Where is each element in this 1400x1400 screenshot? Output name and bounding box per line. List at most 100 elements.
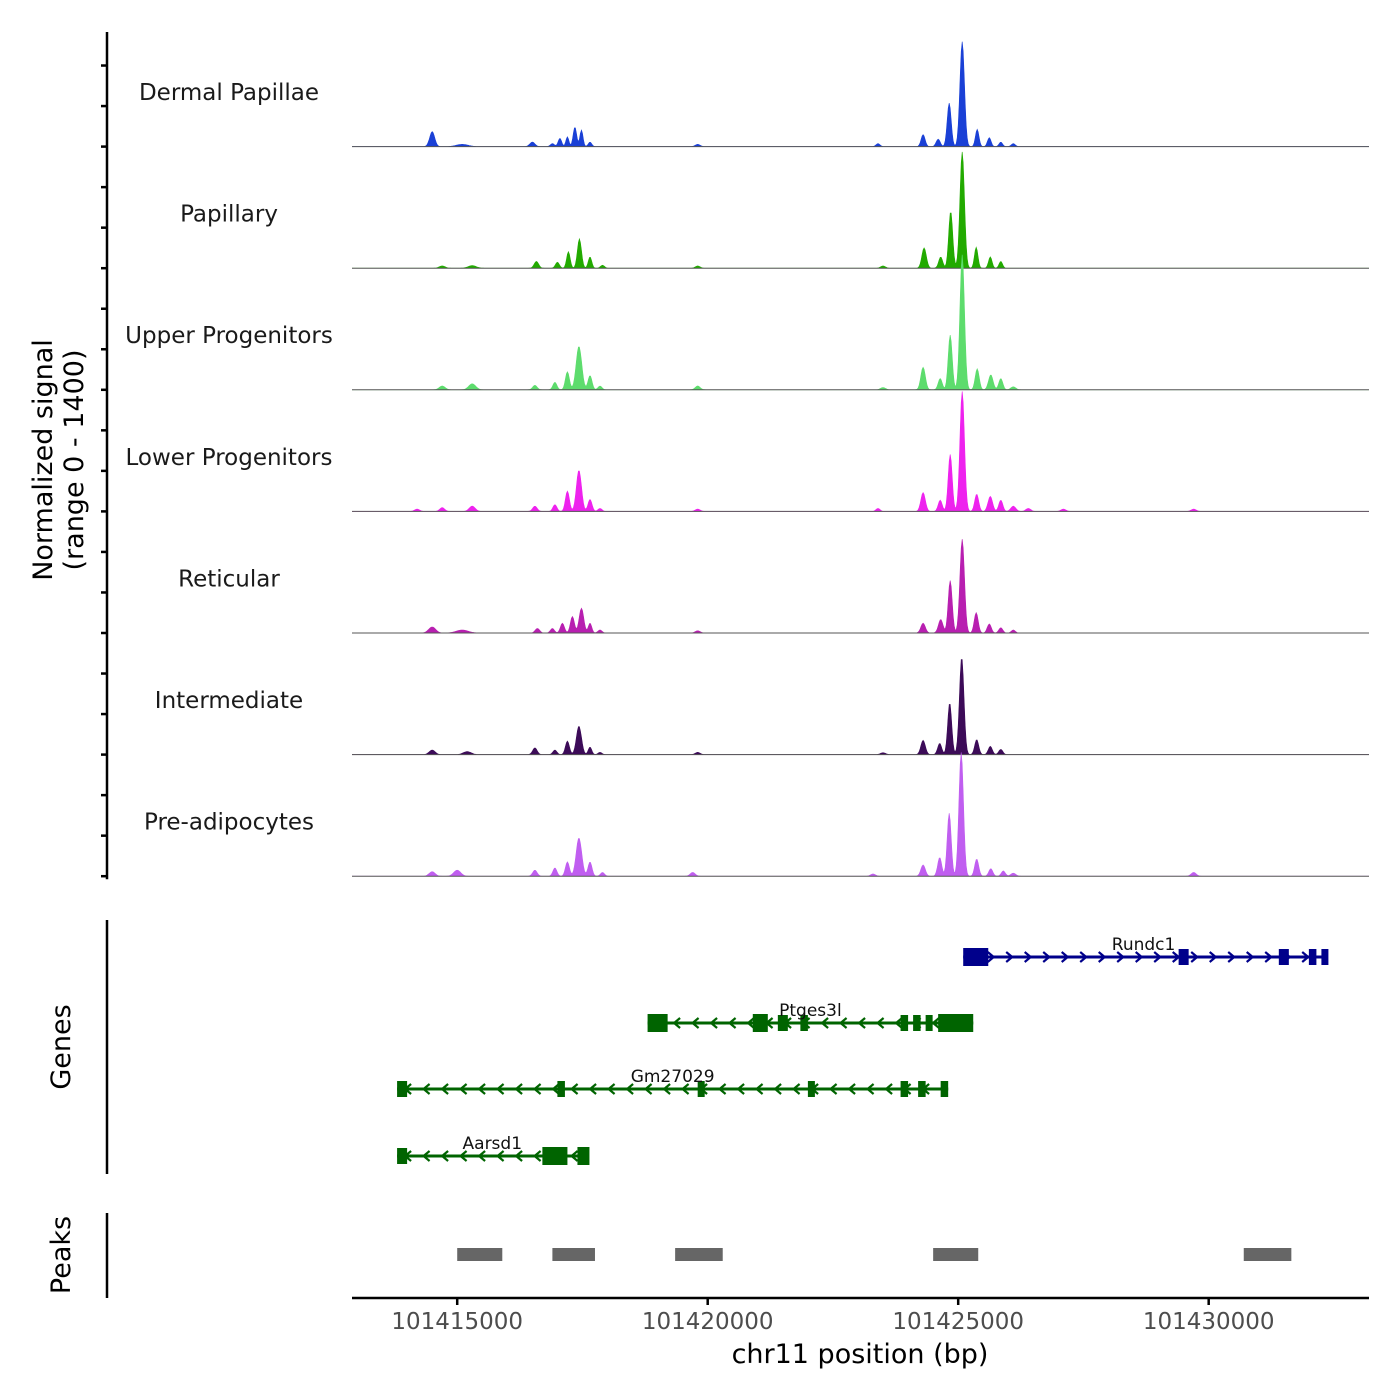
signal-area-pre-adipocytes <box>352 752 1369 877</box>
strand-chevron <box>1023 951 1033 963</box>
gene-label: Aarsd1 <box>463 1134 523 1154</box>
strand-chevron <box>884 1083 893 1095</box>
peak-region <box>457 1248 503 1261</box>
gene-exon <box>1178 949 1189 965</box>
strand-chevron <box>717 1083 727 1095</box>
strand-chevron <box>532 1083 542 1095</box>
signal-area-lower-progenitors <box>352 391 1369 512</box>
x-axis-title: chr11 position (bp) <box>732 1339 989 1370</box>
track-label: Intermediate <box>155 688 303 714</box>
gene-exon <box>752 1014 768 1032</box>
strand-chevron <box>791 1083 801 1095</box>
strand-chevron <box>838 1017 848 1029</box>
x-tick-label: 101425000 <box>892 1309 1024 1335</box>
strand-chevron <box>875 1017 885 1029</box>
strand-chevron <box>458 1150 468 1162</box>
gene-exon <box>1278 949 1289 965</box>
strand-chevron <box>1208 951 1218 963</box>
strand-chevron <box>690 1017 700 1029</box>
signal-tracks <box>352 41 1369 877</box>
gene-exon <box>1308 949 1317 965</box>
gene-exon <box>397 1148 408 1164</box>
peak-regions <box>457 1248 1292 1261</box>
strand-chevron <box>1301 951 1310 963</box>
signal-y-axis <box>101 32 109 880</box>
strand-chevron <box>820 1017 829 1029</box>
signal-area-intermediate <box>352 659 1369 755</box>
strand-chevron <box>1227 951 1236 963</box>
gene-exon <box>647 1014 668 1032</box>
gene-rundc1: Rundc1 <box>963 935 1329 966</box>
strand-chevron <box>1245 951 1255 963</box>
strand-chevron <box>514 1150 523 1162</box>
signal-area-papillary <box>352 151 1369 269</box>
strand-chevron <box>672 1017 681 1029</box>
gene-exon <box>557 1081 565 1097</box>
gene-exon <box>397 1081 408 1097</box>
track-label: Upper Progenitors <box>125 323 333 349</box>
strand-chevron <box>440 1150 449 1162</box>
strand-chevron <box>588 1083 597 1095</box>
gene-exon <box>800 1015 808 1031</box>
gene-annotations: Rundc1 Ptges3l Gm27029 Aarsd1 <box>397 935 1329 1165</box>
peak-region <box>1243 1248 1292 1261</box>
strand-chevron <box>736 1083 745 1095</box>
gene-exon <box>542 1147 568 1165</box>
peaks-panel-label: Peaks <box>46 1216 77 1294</box>
strand-chevron <box>847 1083 856 1095</box>
gene-label: Ptges3l <box>779 1001 842 1021</box>
strand-chevron <box>495 1150 505 1162</box>
strand-chevron <box>625 1083 634 1095</box>
gene-exon <box>1321 949 1329 965</box>
strand-chevron <box>865 1083 875 1095</box>
strand-chevron <box>1079 951 1088 963</box>
peak-region <box>552 1248 595 1261</box>
gene-exon <box>925 1015 933 1031</box>
x-axis-ticks: 101415000 101420000 101425000 101430000 <box>391 1298 1275 1335</box>
strand-chevron <box>773 1083 782 1095</box>
strand-chevron <box>1153 951 1162 963</box>
strand-chevron <box>986 951 996 963</box>
gene-exon <box>918 1081 926 1097</box>
strand-chevron <box>727 1017 737 1029</box>
strand-chevron <box>754 1083 764 1095</box>
strand-chevron <box>828 1083 838 1095</box>
peak-region <box>933 1248 979 1261</box>
strand-chevron <box>551 1083 560 1095</box>
strand-chevron <box>1134 951 1144 963</box>
gene-label: Rundc1 <box>1112 935 1176 955</box>
strand-chevron <box>643 1083 653 1095</box>
strand-chevron <box>894 1017 903 1029</box>
strand-chevron <box>421 1083 431 1095</box>
track-label: Reticular <box>178 566 280 592</box>
gene-exon <box>697 1081 705 1097</box>
strand-chevron <box>1097 951 1107 963</box>
gene-exon <box>940 1081 949 1097</box>
strand-chevron <box>569 1150 579 1162</box>
strand-chevron <box>606 1083 616 1095</box>
signal-area-upper-progenitors <box>352 254 1369 391</box>
strand-chevron <box>514 1083 523 1095</box>
signal-area-reticular <box>352 539 1369 634</box>
strand-chevron <box>931 1017 940 1029</box>
gene-ptges3l: Ptges3l <box>647 1001 974 1032</box>
track-labels: Dermal Papillae Papillary Upper Progenitor… <box>125 80 333 836</box>
gene-exon <box>913 1015 921 1031</box>
strand-chevron <box>746 1017 755 1029</box>
strand-chevron <box>477 1150 486 1162</box>
strand-chevron <box>440 1083 449 1095</box>
gene-gm27029: Gm27029 <box>397 1067 949 1097</box>
gene-exon <box>807 1081 815 1097</box>
gene-exon <box>777 1015 788 1031</box>
y-axis-title-line1: Normalized signal <box>28 339 59 581</box>
strand-chevron <box>857 1017 866 1029</box>
gene-exon <box>938 1014 974 1032</box>
strand-chevron <box>680 1083 690 1095</box>
genes-panel-label: Genes <box>46 1004 77 1089</box>
strand-chevron <box>1264 951 1273 963</box>
strand-chevron <box>569 1083 579 1095</box>
gene-exon <box>963 948 989 966</box>
gene-aarsd1: Aarsd1 <box>397 1134 590 1165</box>
x-tick-label: 101420000 <box>642 1309 774 1335</box>
